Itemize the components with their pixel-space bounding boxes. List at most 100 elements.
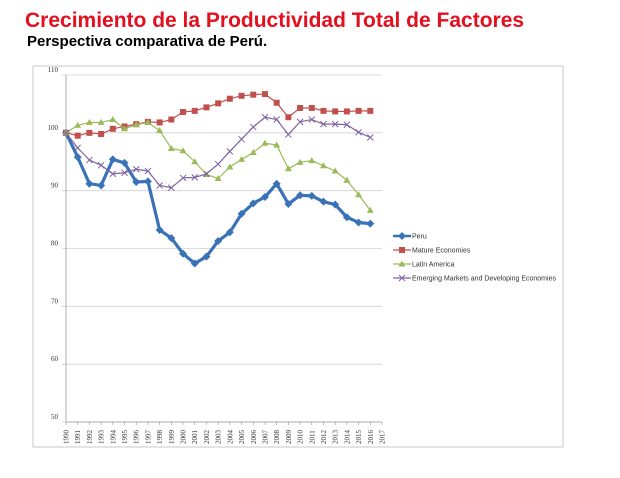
data-point bbox=[167, 234, 176, 243]
data-point bbox=[273, 141, 281, 148]
series-latin-america bbox=[62, 116, 374, 213]
data-point bbox=[331, 120, 339, 128]
legend-label: Emerging Markets and Developing Economie… bbox=[412, 276, 556, 283]
data-point bbox=[343, 176, 351, 183]
x-tick-label: 2008 bbox=[273, 430, 281, 445]
x-tick-label: 1994 bbox=[109, 430, 117, 445]
data-point bbox=[121, 125, 129, 132]
x-tick-label: 2015 bbox=[355, 430, 363, 445]
x-tick-label: 2010 bbox=[297, 430, 305, 445]
y-tick-label: 90 bbox=[51, 182, 59, 190]
data-point bbox=[354, 218, 363, 227]
data-point bbox=[355, 128, 362, 136]
data-point bbox=[144, 167, 152, 175]
data-point bbox=[273, 99, 280, 106]
data-point bbox=[74, 121, 82, 128]
data-point bbox=[179, 249, 188, 258]
x-tick-label: 2007 bbox=[261, 430, 269, 445]
data-point bbox=[214, 175, 222, 182]
data-point bbox=[249, 199, 258, 208]
data-point bbox=[237, 209, 246, 218]
data-point bbox=[179, 147, 187, 154]
data-point bbox=[399, 247, 405, 253]
x-tick-label: 1996 bbox=[133, 430, 141, 445]
data-point bbox=[120, 158, 129, 167]
data-point bbox=[121, 169, 128, 177]
x-tick-label: 2012 bbox=[320, 430, 328, 445]
data-point bbox=[74, 132, 81, 139]
data-point bbox=[308, 104, 315, 111]
x-tick-label: 2004 bbox=[226, 430, 234, 445]
x-tick-label: 1999 bbox=[168, 430, 176, 445]
data-point bbox=[109, 116, 117, 123]
data-point bbox=[132, 121, 140, 128]
data-point bbox=[343, 121, 351, 129]
data-point bbox=[191, 107, 198, 114]
data-point bbox=[320, 120, 327, 128]
legend-item: Latin America bbox=[393, 260, 455, 269]
data-point bbox=[156, 127, 164, 134]
data-point bbox=[226, 163, 234, 170]
x-tick-label: 2011 bbox=[308, 430, 316, 444]
page-subtitle: Perspectiva comparativa de Perú. bbox=[27, 33, 268, 50]
data-point bbox=[225, 228, 234, 237]
data-point bbox=[284, 199, 293, 208]
data-point bbox=[261, 139, 269, 146]
data-point bbox=[367, 107, 374, 114]
data-point bbox=[179, 174, 187, 182]
data-point bbox=[398, 274, 406, 282]
data-point bbox=[215, 100, 222, 107]
data-point bbox=[143, 177, 152, 186]
data-point bbox=[156, 182, 163, 189]
data-point bbox=[180, 109, 187, 116]
data-point bbox=[331, 167, 339, 174]
x-tick-label: 1992 bbox=[86, 430, 94, 445]
data-point bbox=[132, 177, 141, 186]
data-point bbox=[331, 200, 340, 209]
data-point bbox=[238, 92, 245, 99]
x-tick-label: 1991 bbox=[74, 430, 82, 445]
data-point bbox=[97, 181, 106, 190]
data-point bbox=[249, 123, 257, 131]
x-tick-label: 2014 bbox=[343, 430, 351, 445]
data-point bbox=[203, 170, 210, 178]
data-point bbox=[167, 184, 175, 192]
data-point bbox=[74, 144, 82, 152]
x-tick-label: 1998 bbox=[156, 430, 164, 445]
data-point bbox=[214, 160, 222, 168]
data-point bbox=[250, 91, 257, 98]
series-peru bbox=[62, 128, 375, 268]
data-point bbox=[355, 191, 363, 198]
data-point bbox=[167, 144, 175, 151]
data-point bbox=[355, 107, 362, 114]
x-tick-label: 2009 bbox=[285, 430, 293, 445]
data-point bbox=[284, 165, 292, 172]
data-point bbox=[98, 130, 105, 137]
data-point bbox=[308, 157, 316, 164]
data-point bbox=[73, 153, 82, 162]
data-point bbox=[261, 113, 269, 121]
x-tick-label: 1990 bbox=[63, 430, 71, 445]
data-point bbox=[366, 134, 374, 141]
legend-label: Peru bbox=[412, 234, 427, 241]
data-point bbox=[226, 95, 233, 102]
x-tick-label: 2017 bbox=[379, 430, 387, 445]
x-tick-label: 1997 bbox=[144, 430, 152, 445]
x-tick-label: 2000 bbox=[180, 430, 188, 445]
data-point bbox=[366, 206, 374, 213]
chart-frame bbox=[32, 65, 564, 448]
x-tick-label: 2003 bbox=[215, 430, 223, 445]
legend-item: Peru bbox=[393, 232, 427, 241]
series-emerging-markets-and-developing-economies bbox=[62, 113, 374, 192]
data-point bbox=[85, 118, 93, 125]
data-point bbox=[144, 118, 152, 125]
data-point bbox=[342, 213, 351, 222]
data-point bbox=[332, 108, 339, 115]
y-tick-label: 70 bbox=[51, 297, 59, 305]
page-title: Crecimiento de la Productividad Total de… bbox=[25, 9, 525, 32]
data-point bbox=[272, 179, 281, 188]
data-point bbox=[168, 116, 175, 123]
data-point bbox=[202, 252, 211, 261]
y-tick-label: 100 bbox=[48, 124, 59, 132]
